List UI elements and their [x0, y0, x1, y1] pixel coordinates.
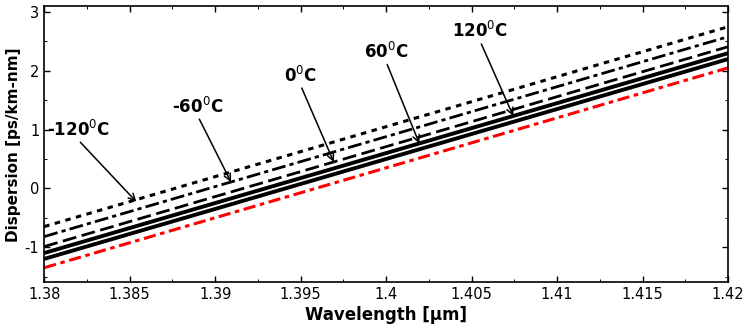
X-axis label: Wavelength [μm]: Wavelength [μm]: [305, 307, 467, 324]
Y-axis label: Dispersion [ps/km-nm]: Dispersion [ps/km-nm]: [5, 47, 20, 242]
Text: 60$^0$C: 60$^0$C: [364, 42, 408, 62]
Text: -60$^0$C: -60$^0$C: [172, 97, 224, 117]
Text: 120$^0$C: 120$^0$C: [452, 21, 509, 42]
Text: 0$^0$C: 0$^0$C: [284, 65, 317, 85]
Text: -120$^0$C: -120$^0$C: [47, 120, 110, 140]
